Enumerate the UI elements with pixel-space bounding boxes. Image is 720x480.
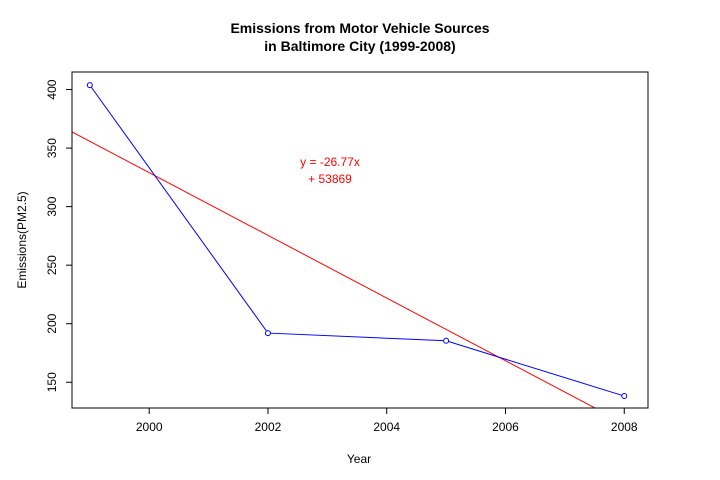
x-tick-label: 2008 [611, 420, 638, 434]
y-tick-label: 400 [45, 79, 59, 99]
y-tick-label: 350 [45, 138, 59, 158]
y-tick-label: 150 [45, 372, 59, 392]
regression-layer [72, 131, 597, 408]
y-tick-label: 300 [45, 196, 59, 216]
y-tick-label: 200 [45, 313, 59, 333]
x-tick-label: 2000 [136, 420, 163, 434]
y-axis-label: Emissions(PM2.5) [15, 191, 29, 288]
regression-equation-line-2: + 53869 [308, 172, 352, 186]
data-point [621, 393, 628, 400]
x-tick-label: 2002 [255, 420, 282, 434]
x-tick-label: 2004 [373, 420, 400, 434]
annotation-layer: y = -26.77x + 53869 [300, 155, 360, 186]
series-line [89, 84, 625, 397]
data-point [86, 82, 93, 89]
x-tick-label: 2006 [492, 420, 519, 434]
regression-line [72, 131, 597, 408]
chart-title-line-1: Emissions from Motor Vehicle Sources [230, 20, 490, 36]
chart-title-line-2: in Baltimore City (1999-2008) [264, 38, 456, 54]
axes: 2000 2002 2004 2006 2008 150 200 250 300 350 400 [45, 79, 638, 434]
plot-frame [71, 71, 649, 409]
data-point [264, 330, 271, 337]
y-tick-label: 250 [45, 255, 59, 275]
data-point [443, 337, 450, 344]
x-axis-label: Year [347, 452, 371, 466]
regression-equation-line-1: y = -26.77x [300, 155, 360, 169]
series-layer [86, 82, 628, 400]
